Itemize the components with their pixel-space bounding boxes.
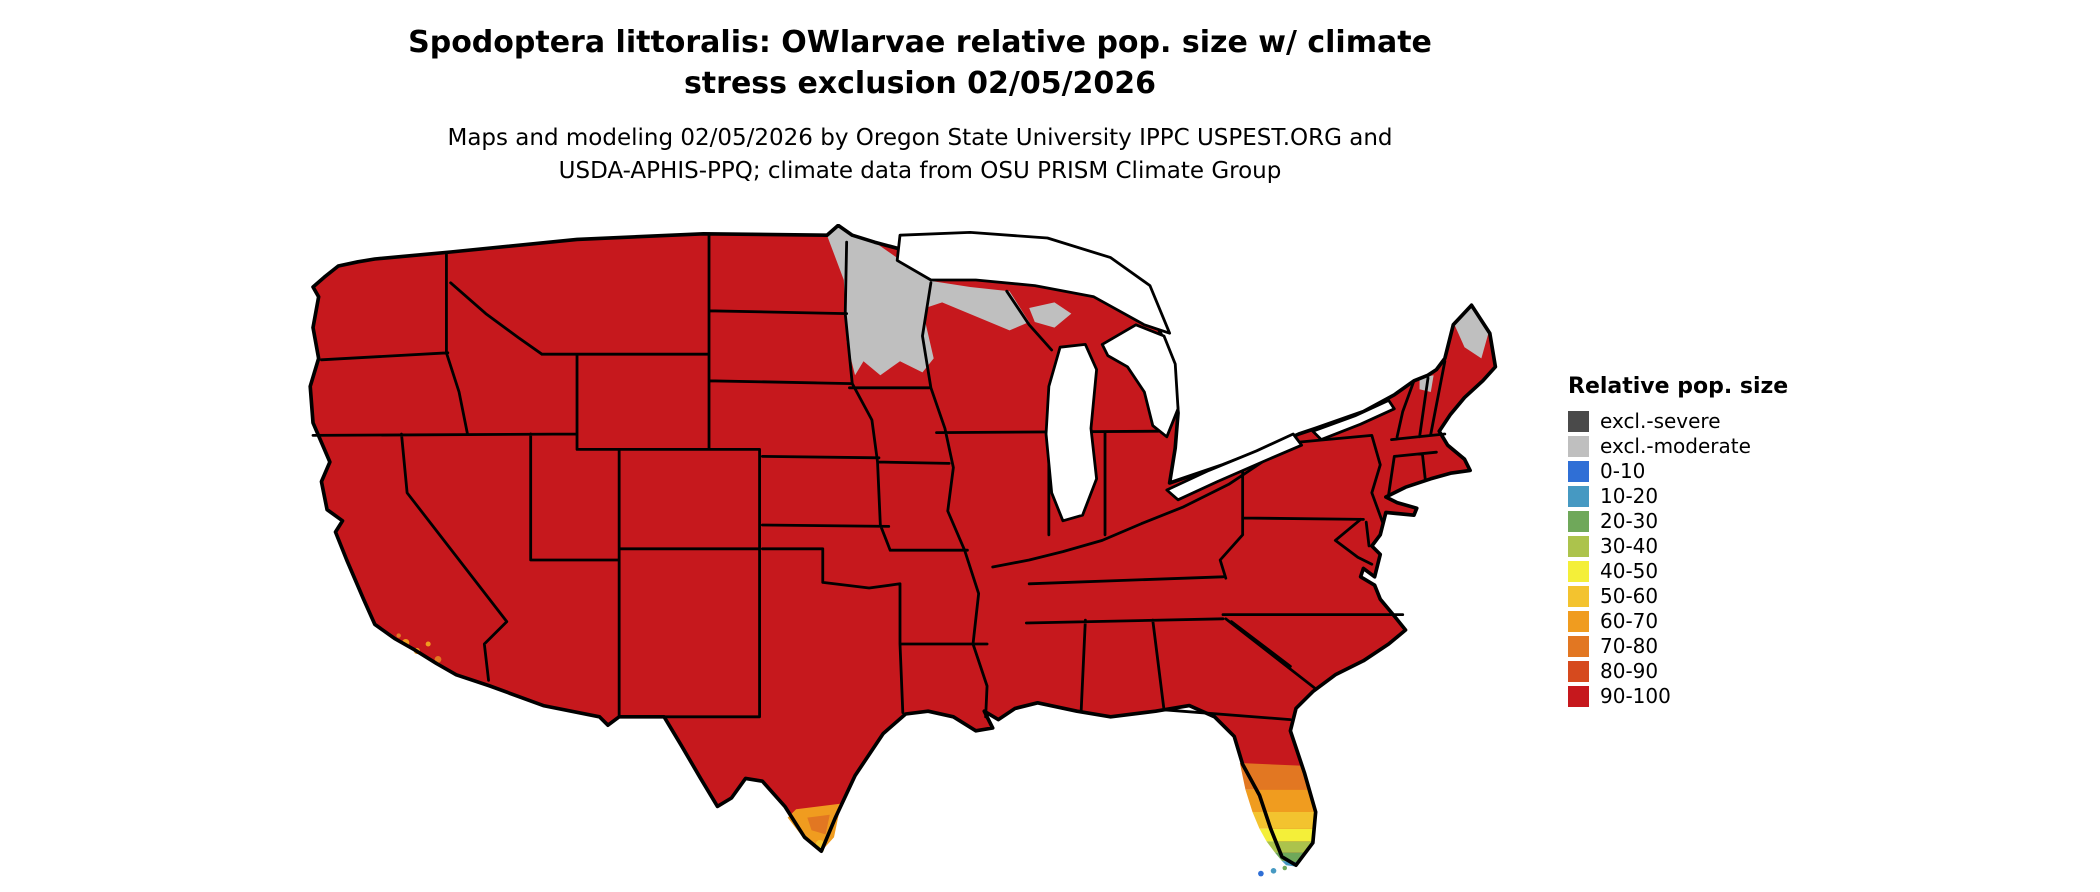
legend-item: 70-80: [1568, 636, 1788, 657]
legend-label: 60-70: [1600, 609, 1659, 633]
legend-label: 40-50: [1600, 559, 1659, 583]
state-borders: [311, 232, 1447, 721]
regions-excl-moderate: [826, 225, 1489, 392]
region-minnesota-gray: [826, 225, 934, 376]
region-upper-michigan-gray: [1029, 302, 1072, 328]
subtitle-line-2: USDA-APHIS-PPQ; climate data from OSU PR…: [558, 158, 1282, 184]
legend-label: 80-90: [1600, 659, 1659, 683]
legend-swatch: [1568, 461, 1589, 482]
region-north-wisconsin-gray: [925, 281, 1030, 331]
swatch-rect: [1568, 436, 1589, 457]
legend-label: 90-100: [1600, 684, 1671, 708]
swatch-rect: [1568, 536, 1589, 557]
lake-ontario: [1311, 399, 1396, 441]
legend-title: Relative pop. size: [1568, 374, 1789, 399]
title-line-2: stress exclusion 02/05/2026: [683, 66, 1157, 101]
legend-label: excl.-moderate: [1600, 434, 1751, 458]
swatch-rect: [1568, 636, 1589, 657]
florida-keys-speckle: [1282, 865, 1288, 871]
region-north-maine-gray: [1453, 305, 1489, 359]
legend-swatch: [1568, 561, 1589, 582]
legend-item: 60-70: [1568, 611, 1788, 632]
legend-item: 0-10: [1568, 461, 1788, 482]
page-subtitle: Maps and modeling 02/05/2026 by Oregon S…: [0, 122, 1840, 188]
florida-band-40-50: [1259, 828, 1316, 842]
us-map-svg: [308, 224, 1498, 877]
legend-swatch: [1568, 536, 1589, 557]
region-conus-land: [310, 225, 1496, 866]
legend-label: 0-10: [1600, 459, 1646, 483]
legend-item: 10-20: [1568, 486, 1788, 507]
swatch-rect: [1568, 611, 1589, 632]
swatch-rect: [1568, 511, 1589, 532]
legend-swatch: [1568, 511, 1589, 532]
florida-band-50-60: [1252, 812, 1316, 829]
us-choropleth-map: [240, 224, 1560, 892]
title-line-1: Spodoptera littoralis: OWlarvae relative…: [408, 25, 1432, 60]
legend-swatch: [1568, 636, 1589, 657]
legend-label: 10-20: [1600, 484, 1659, 508]
legend-swatch: [1568, 611, 1589, 632]
florida-keys-speckle: [1258, 870, 1264, 877]
lake-huron: [1100, 323, 1180, 439]
page-title: Spodoptera littoralis: OWlarvae relative…: [0, 22, 1840, 104]
subtitle-line-1: Maps and modeling 02/05/2026 by Oregon S…: [447, 125, 1393, 151]
legend-swatch: [1568, 661, 1589, 682]
legend-item: 80-90: [1568, 661, 1788, 682]
legend-swatch: [1568, 586, 1589, 607]
legend-swatch: [1568, 411, 1589, 432]
legend-swatch: [1568, 686, 1589, 707]
legend-item: 30-40: [1568, 536, 1788, 557]
florida-band-70-80: [1239, 763, 1309, 790]
lake-erie: [1165, 432, 1304, 502]
swatch-rect: [1568, 661, 1589, 682]
socal-speckle: [396, 633, 401, 638]
legend-label: excl.-severe: [1600, 409, 1721, 433]
great-lakes: [895, 231, 1396, 523]
florida-keys-speckle: [1270, 868, 1277, 874]
swatch-rect: [1568, 461, 1589, 482]
lake-superior: [895, 231, 1172, 335]
swatch-rect: [1568, 486, 1589, 507]
legend-swatch: [1568, 486, 1589, 507]
legend-item: 90-100: [1568, 686, 1788, 707]
swatch-rect: [1568, 561, 1589, 582]
legend-item: 40-50: [1568, 561, 1788, 582]
texas-patch-70-80: [807, 814, 830, 835]
socal-speckle: [434, 656, 442, 663]
swatch-rect: [1568, 411, 1589, 432]
legend-label: 30-40: [1600, 534, 1659, 558]
legend-label: 20-30: [1600, 509, 1659, 533]
socal-speckle: [425, 641, 431, 647]
legend-item: 50-60: [1568, 586, 1788, 607]
legend-item: excl.-severe: [1568, 411, 1788, 432]
swatch-rect: [1568, 686, 1589, 707]
swatch-rect: [1568, 586, 1589, 607]
legend-label: 70-80: [1600, 634, 1659, 658]
florida-band-60-70: [1245, 789, 1315, 812]
map-legend: Relative pop. size excl.-severe excl.-mo…: [1568, 374, 1788, 711]
legend-swatch: [1568, 436, 1589, 457]
lake-michigan: [1044, 343, 1098, 523]
legend-label: 50-60: [1600, 584, 1659, 608]
legend-item: 20-30: [1568, 511, 1788, 532]
legend-item: excl.-moderate: [1568, 436, 1788, 457]
